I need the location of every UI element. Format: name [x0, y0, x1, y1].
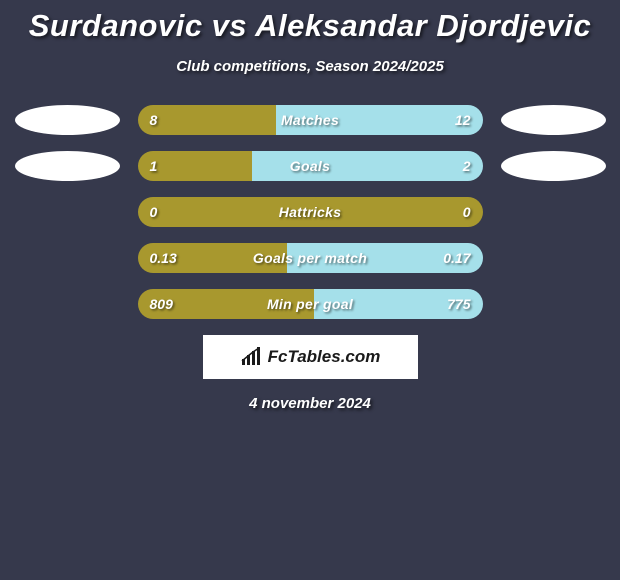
- stat-row: 8 Matches 12: [0, 105, 620, 135]
- player2-segment: [252, 151, 482, 181]
- player1-marker: [15, 151, 120, 181]
- stat-bar: 0 Hattricks 0: [138, 197, 483, 227]
- player2-marker: [501, 151, 606, 181]
- stat-label: Goals: [290, 158, 330, 174]
- player1-segment: [138, 105, 276, 135]
- comparison-infographic: Surdanovic vs Aleksandar Djordjevic Club…: [0, 0, 620, 412]
- player2-value: 0: [463, 204, 471, 220]
- date-label: 4 november 2024: [0, 395, 620, 412]
- stat-label: Goals per match: [253, 250, 367, 266]
- stat-row: 809 Min per goal 775: [0, 289, 620, 319]
- stat-row: 0 Hattricks 0: [0, 197, 620, 227]
- player1-value: 8: [150, 112, 158, 128]
- stat-label: Min per goal: [267, 296, 353, 312]
- player1-value: 0: [150, 204, 158, 220]
- stat-bar: 809 Min per goal 775: [138, 289, 483, 319]
- subtitle: Club competitions, Season 2024/2025: [0, 58, 620, 75]
- stat-bar: 0.13 Goals per match 0.17: [138, 243, 483, 273]
- page-title: Surdanovic vs Aleksandar Djordjevic: [0, 8, 620, 44]
- stat-bar: 1 Goals 2: [138, 151, 483, 181]
- stat-rows: 8 Matches 12 1 Goals 2 0 Hattricks 0: [0, 105, 620, 319]
- player2-marker: [501, 105, 606, 135]
- player1-marker: [15, 105, 120, 135]
- player1-value: 0.13: [150, 250, 177, 266]
- chart-icon: [240, 347, 264, 367]
- stat-row: 1 Goals 2: [0, 151, 620, 181]
- player2-value: 12: [455, 112, 471, 128]
- stat-bar: 8 Matches 12: [138, 105, 483, 135]
- logo-box: FcTables.com: [203, 335, 418, 379]
- stat-label: Matches: [281, 112, 339, 128]
- player1-value: 1: [150, 158, 158, 174]
- stat-label: Hattricks: [279, 204, 342, 220]
- player2-value: 775: [447, 296, 470, 312]
- logo-text: FcTables.com: [268, 347, 381, 367]
- player1-value: 809: [150, 296, 173, 312]
- player2-value: 2: [463, 158, 471, 174]
- stat-row: 0.13 Goals per match 0.17: [0, 243, 620, 273]
- player2-value: 0.17: [443, 250, 470, 266]
